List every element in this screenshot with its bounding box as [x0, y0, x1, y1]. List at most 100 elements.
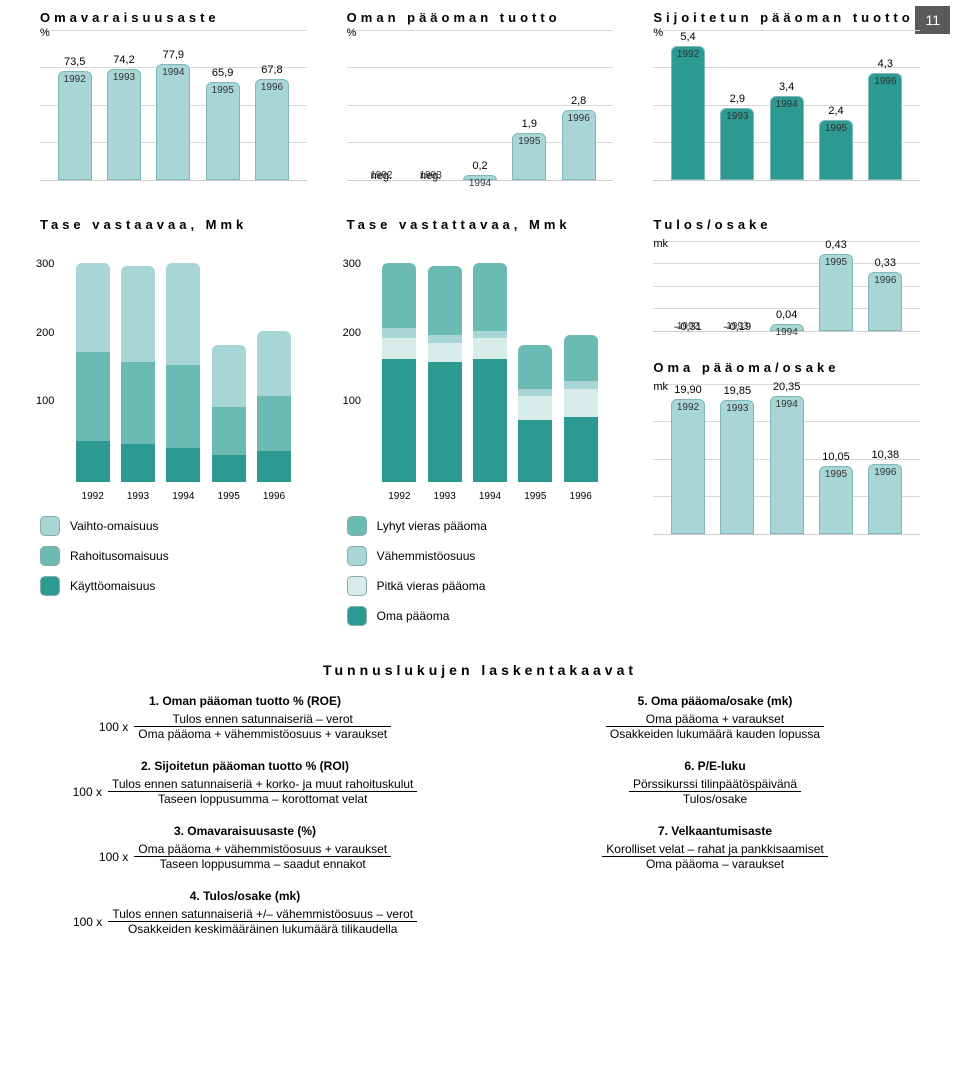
formulas-title: Tunnuslukujen laskentakaavat — [40, 662, 920, 678]
stacked-bar — [473, 263, 507, 482]
bar-year: 1992 — [677, 402, 699, 413]
bar: 65,91995 — [206, 82, 240, 180]
bar-value: 74,2 — [113, 54, 134, 66]
bar-year: 1995 — [825, 469, 847, 480]
stack-segment — [382, 359, 416, 482]
stack-segment — [166, 263, 200, 366]
chart1: %73,5199274,2199377,9199465,9199567,8199… — [40, 31, 307, 181]
bar-value: 2,9 — [730, 93, 745, 105]
chart5: 30020010019921993199419951996 — [347, 242, 614, 502]
legend-item: Vähemmistöosuus — [347, 546, 614, 566]
formula: 5. Oma pääoma/osake (mk)Oma pääoma + var… — [510, 694, 920, 741]
bar-value: 1,9 — [522, 118, 537, 130]
formula-title: 1. Oman pääoman tuotto % (ROE) — [40, 694, 450, 708]
legend-label: Lyhyt vieras pääoma — [377, 519, 487, 533]
bar: 19,901992 — [671, 399, 705, 534]
formula-denominator: Taseen loppusumma – korottomat velat — [108, 791, 417, 806]
year-label: 1994 — [172, 491, 194, 502]
formula-denominator: Osakkeiden keskimääräinen lukumäärä tili… — [108, 921, 417, 936]
bar-year: 1993 — [726, 321, 748, 332]
axis-label: % — [653, 27, 663, 39]
bar-value: 2,4 — [828, 105, 843, 117]
legend-swatch — [347, 576, 367, 596]
stack-segment — [382, 328, 416, 338]
bar: 2,81996 — [562, 110, 596, 180]
bar-value: 10,38 — [872, 449, 900, 461]
bar-year: 1992 — [64, 74, 86, 85]
legend-item: Lyhyt vieras pääoma — [347, 516, 614, 536]
formula-denominator: Osakkeiden lukumäärä kauden lopussa — [606, 726, 824, 741]
formula-denominator: Tulos/osake — [629, 791, 801, 806]
bar: 0,431995 — [819, 254, 853, 331]
formula: 1. Oman pääoman tuotto % (ROE)100 xTulos… — [40, 694, 450, 741]
year-label: 1994 — [479, 491, 501, 502]
ytick: 300 — [343, 258, 361, 270]
stack-segment — [518, 345, 552, 390]
chart4: 30020010019921993199419951996 — [40, 242, 307, 502]
legend-item: Oma pääoma — [347, 606, 614, 626]
formula-title: 4. Tulos/osake (mk) — [40, 889, 450, 903]
ytick: 200 — [343, 327, 361, 339]
bar: 74,21993 — [107, 69, 141, 180]
stack-segment — [76, 441, 110, 482]
chart5-title: Tase vastattavaa, Mmk — [347, 217, 614, 232]
formula-numerator: Tulos ennen satunnaiseriä +/– vähemmistö… — [108, 907, 417, 921]
bar: 0,331996 — [868, 272, 902, 331]
chart6-title: Tulos/osake — [653, 217, 920, 232]
formula: 6. P/E-lukuPörssikurssi tilinpäätöspäivä… — [510, 759, 920, 806]
bar-year: 1994 — [162, 67, 184, 78]
bar: –0,311992 — [671, 319, 705, 331]
stacked-bar — [564, 335, 598, 482]
bar-year: 1994 — [776, 327, 798, 338]
stacked-bar — [166, 263, 200, 482]
year-label: 1996 — [570, 491, 592, 502]
bar-value: 19,85 — [724, 385, 752, 397]
bar-year: 1996 — [874, 275, 896, 286]
legend-item: Rahoitusomaisuus — [40, 546, 307, 566]
ytick: 200 — [36, 327, 54, 339]
formula-denominator: Oma pääoma + vähemmistöosuus + varaukset — [134, 726, 391, 741]
year-label: 1995 — [524, 491, 546, 502]
axis-label: % — [347, 27, 357, 39]
bar: 77,91994 — [156, 64, 190, 180]
formulas-right: 5. Oma pääoma/osake (mk)Oma pääoma + var… — [510, 694, 920, 954]
legend-swatch — [40, 576, 60, 596]
stacked-bar — [257, 331, 291, 482]
bar-year: 1993 — [726, 403, 748, 414]
stack-segment — [564, 335, 598, 382]
stacked-bar — [76, 263, 110, 482]
bar-year: 1994 — [776, 399, 798, 410]
bar-year: 1994 — [776, 99, 798, 110]
formula: 4. Tulos/osake (mk)100 xTulos ennen satu… — [40, 889, 450, 936]
bar-value: 73,5 — [64, 56, 85, 68]
formula-numerator: Tulos ennen satunnaiseriä – verot — [134, 712, 391, 726]
chart7-title: Oma pääoma/osake — [653, 360, 920, 375]
bar-value: 0,43 — [825, 239, 846, 251]
bar: 10,051995 — [819, 466, 853, 534]
formula-title: 5. Oma pääoma/osake (mk) — [510, 694, 920, 708]
formula-title: 7. Velkaantumisaste — [510, 824, 920, 838]
stack-segment — [428, 362, 462, 482]
bar: 0,21994 — [463, 175, 497, 180]
bar-year: 1996 — [261, 82, 283, 93]
bar: 19,851993 — [720, 400, 754, 534]
formula-numerator: Korolliset velat – rahat ja pankkisaamis… — [602, 842, 827, 856]
stack-segment — [473, 359, 507, 482]
chart6: mk–0,311992–0,1919930,0419940,4319950,33… — [653, 242, 920, 332]
bar: 4,31996 — [868, 73, 902, 180]
stack-segment — [212, 345, 246, 407]
legend-label: Vaihto-omaisuus — [70, 519, 159, 533]
legend-label: Käyttöomaisuus — [70, 579, 155, 593]
formula: 3. Omavaraisuusaste (%)100 xOma pääoma +… — [40, 824, 450, 871]
chart2: %neg.1992neg.19930,219941,919952,81996 — [347, 31, 614, 181]
bar: 10,381996 — [868, 464, 902, 534]
chart3: %5,419922,919933,419942,419954,31996 — [653, 31, 920, 181]
bar-year: 1996 — [568, 113, 590, 124]
stack-segment — [382, 338, 416, 359]
bar-year: 1993 — [420, 170, 442, 181]
legend-swatch — [40, 516, 60, 536]
page-number: 11 — [915, 6, 950, 34]
bar-year: 1992 — [677, 321, 699, 332]
bar-year: 1996 — [874, 467, 896, 478]
stack-segment — [166, 448, 200, 482]
